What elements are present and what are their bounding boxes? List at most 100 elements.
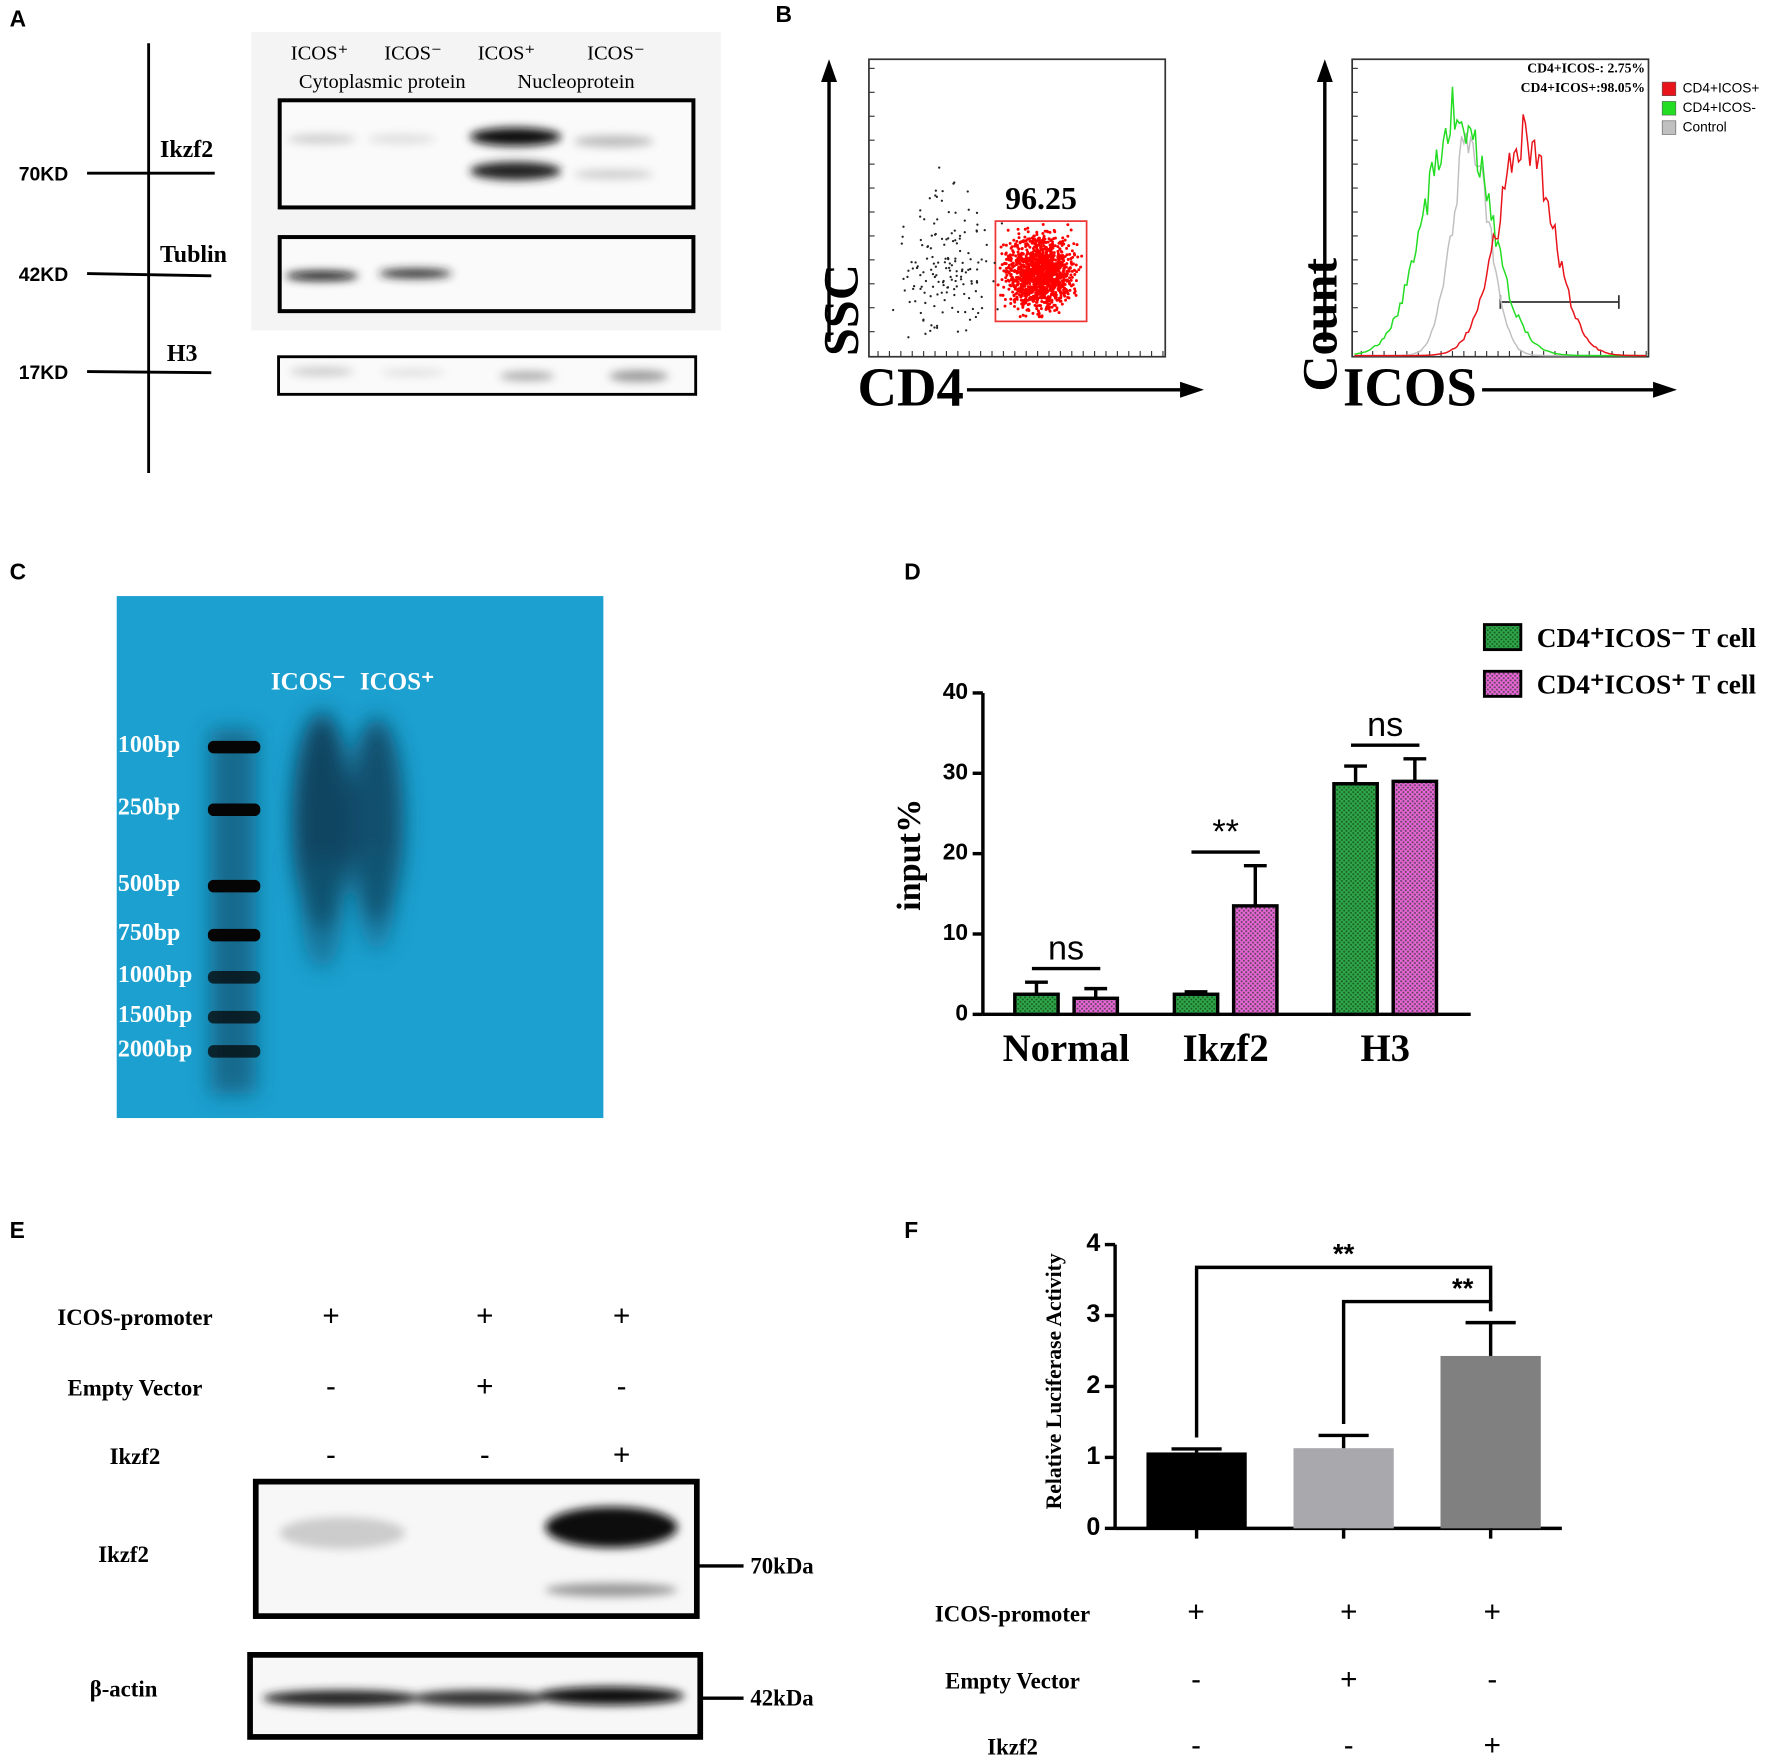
event-dot — [975, 281, 979, 284]
event-dot — [1006, 228, 1010, 232]
event-dot — [950, 278, 953, 281]
event-dot — [1062, 279, 1066, 283]
blot-label: Ikzf2 — [98, 1542, 149, 1567]
event-dot — [1063, 238, 1067, 242]
panel-a: 70KD 42KD 17KD Ikzf2 Tublin H3 ICOS⁺ ICO… — [19, 31, 721, 473]
event-dot — [1027, 293, 1031, 297]
event-dot — [1052, 273, 1056, 276]
event-dot — [1029, 291, 1033, 295]
condition-mark: + — [1484, 1596, 1501, 1629]
condition-mark: + — [1484, 1729, 1501, 1762]
protein-label: Tublin — [160, 242, 227, 268]
ladder-label: 1000bp — [118, 962, 192, 988]
event-dot — [964, 310, 967, 314]
event-dot — [1013, 244, 1017, 248]
error-bar — [1465, 1320, 1516, 1356]
ladder-band — [207, 740, 261, 754]
event-dot — [1037, 315, 1041, 319]
ladder-label: 100bp — [118, 732, 181, 758]
bar — [1332, 782, 1379, 1017]
panel-letter: A — [10, 6, 26, 32]
event-dot — [1020, 285, 1024, 289]
event-dot — [1003, 298, 1007, 301]
condition-label: Empty Vector — [68, 1376, 203, 1401]
event-dot — [1064, 265, 1068, 269]
event-dot — [1024, 294, 1028, 298]
event-dot — [1040, 269, 1044, 273]
significance-label: ns — [1048, 929, 1084, 967]
marker-label: 70KD — [19, 164, 69, 186]
panel-letter: F — [904, 1217, 918, 1243]
event-dot — [1021, 305, 1025, 309]
event-dot — [974, 315, 978, 319]
event-dot — [1000, 263, 1004, 267]
event-dot — [963, 292, 966, 296]
legend-swatch — [1482, 623, 1523, 652]
event-dot — [1001, 243, 1005, 247]
event-dot — [1006, 254, 1010, 258]
event-dot — [1053, 244, 1057, 248]
lane-label: ICOS⁻ — [271, 669, 346, 696]
event-dot — [967, 268, 970, 272]
event-dot — [1017, 266, 1021, 270]
event-dot — [980, 258, 983, 261]
event-dot — [1041, 294, 1045, 298]
event-dot — [1045, 260, 1049, 264]
event-dot — [985, 260, 988, 263]
event-dot — [1017, 255, 1021, 259]
event-dot — [1009, 297, 1013, 301]
event-dot — [1014, 254, 1018, 258]
condition-mark: + — [1187, 1596, 1204, 1629]
event-dot — [1016, 307, 1020, 311]
event-dot — [1069, 228, 1073, 232]
event-dot — [1008, 283, 1012, 287]
event-dot — [1061, 270, 1065, 274]
bar — [1293, 1448, 1394, 1529]
event-dot — [1025, 262, 1029, 266]
event-dot — [1031, 237, 1035, 241]
event-dot — [1024, 279, 1027, 283]
event-dot — [996, 283, 1000, 287]
event-dot — [1047, 284, 1051, 288]
event-dot — [967, 251, 970, 255]
bar — [1440, 1355, 1541, 1529]
event-dot — [970, 279, 973, 283]
event-dot — [1017, 293, 1021, 297]
event-dot — [1008, 242, 1012, 246]
event-dot — [1074, 279, 1078, 283]
event-dot — [1001, 293, 1005, 297]
event-dot — [1034, 249, 1038, 253]
event-dot — [1032, 274, 1036, 278]
event-dot — [930, 324, 933, 327]
event-dot — [1006, 256, 1010, 260]
event-dot — [964, 271, 968, 274]
event-dot — [940, 199, 944, 202]
event-dot — [935, 324, 939, 328]
event-dot — [1075, 243, 1079, 247]
event-dot — [945, 267, 948, 270]
histogram-curve — [1354, 86, 1647, 357]
legend-label: CD4⁺ICOS⁻ T cell — [1537, 623, 1757, 653]
event-dot — [921, 244, 924, 247]
event-dot — [911, 267, 914, 270]
event-dot — [1072, 242, 1076, 246]
event-dot — [998, 266, 1002, 270]
event-dot — [1019, 295, 1023, 299]
significance-label: ** — [1452, 1272, 1474, 1303]
lane-label: ICOS⁺ — [291, 42, 349, 64]
event-dot — [925, 257, 929, 260]
event-dot — [943, 261, 947, 264]
event-dot — [1066, 223, 1070, 227]
event-dot — [1014, 242, 1018, 246]
event-dot — [1056, 260, 1060, 264]
event-dot — [943, 298, 946, 302]
event-dot — [935, 326, 939, 329]
event-dot — [959, 275, 963, 278]
event-dot — [950, 232, 953, 235]
bar — [1013, 992, 1060, 1017]
condition-label: ICOS-promoter — [935, 1601, 1090, 1626]
event-dot — [1025, 298, 1029, 302]
event-dot — [1003, 304, 1007, 308]
event-dot — [929, 247, 933, 250]
event-dot — [1020, 251, 1024, 255]
